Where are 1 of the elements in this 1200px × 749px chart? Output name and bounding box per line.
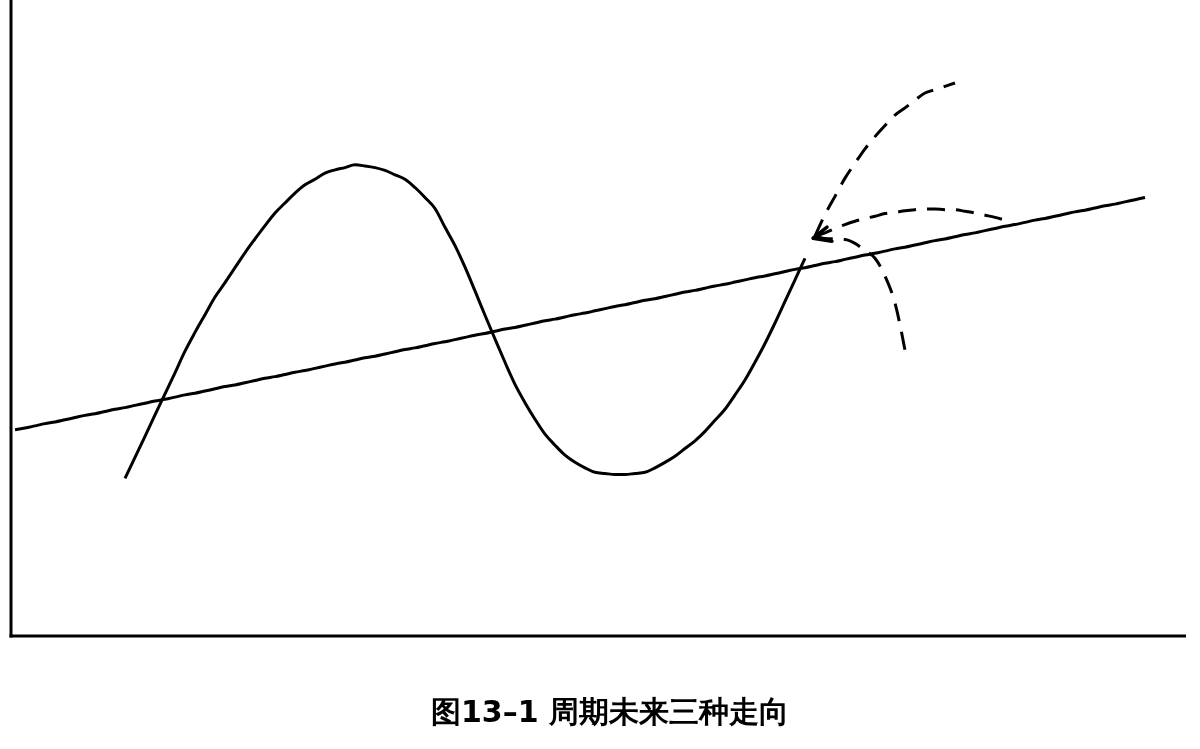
text: 图13–1 周期未来三种走向 — [430, 694, 790, 729]
